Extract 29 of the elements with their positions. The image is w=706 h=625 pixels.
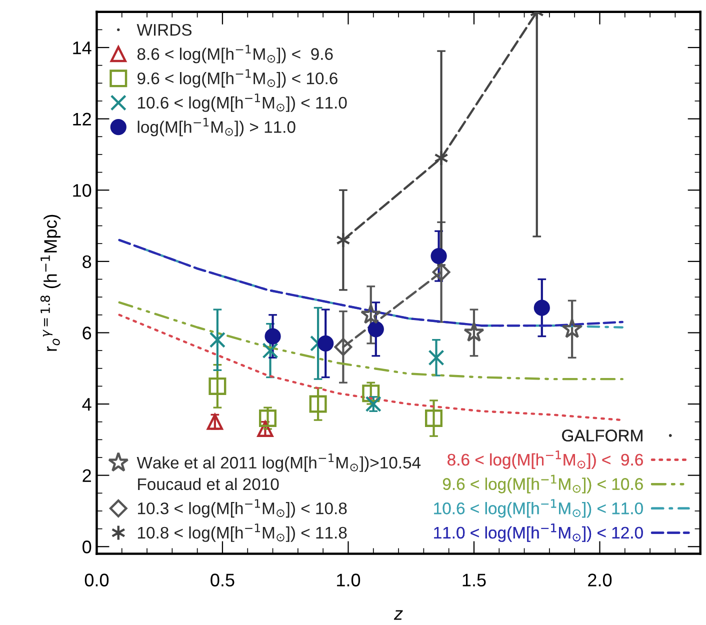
- y-tick-label: 10: [73, 184, 92, 197]
- y-tick-label: 0: [82, 540, 92, 554]
- legend-label: Wake et al 2011 log(M[h$^{−1}$M$_{⊙}$])>10.54: [136, 454, 421, 472]
- text: 9.6 < log(M[h$^{−1}$M$_{⊙}$]) < 10.6: [442, 474, 643, 494]
- legend-label: 9.6 < log(M[h$^{−1}$M$_{⊙}$]) < 10.6: [138, 69, 338, 88]
- legend-label: 10.6 < log(M[h$^{−1}$M$_{⊙}$]) < 11.0: [138, 94, 347, 112]
- y-tick-label: 6: [82, 326, 92, 340]
- x-tick-label: 1.5: [462, 574, 486, 586]
- x-tick-label: 0.0: [84, 574, 109, 586]
- annotation: Foucaud et al 2010: [138, 478, 279, 490]
- text: 8.6 < log(M[h$^{−1}$M$_{⊙}$]) < 9.6: [448, 450, 643, 469]
- legend-label: 8.6 < log(M[h$^{−1}$M$_{⊙}$]) < 9.6: [137, 44, 333, 64]
- y-tick-label: 14: [73, 42, 92, 54]
- y-axis-title: r$_{o}$$^{γ=1.8}$ (h$^{−1}$Mpc): [40, 214, 60, 351]
- annotation: WIRDS: [136, 24, 192, 36]
- y-tick-label: 8: [82, 255, 92, 268]
- x-axis-title: z: [394, 610, 403, 620]
- y-tick-label: 2: [82, 469, 91, 482]
- x-tick-label: 2.0: [588, 574, 612, 586]
- legend-label: log(M[h$^{−1}$M$_{⊙}$]) > 11.0: [138, 118, 296, 136]
- annotation: GALFORM: [562, 430, 642, 442]
- legend-label: 10.3 < log(M[h$^{−1}$M$_{⊙}$]) < 10.8: [138, 499, 347, 518]
- legend-label: 10.8 < log(M[h$^{−1}$M$_{⊙}$]) < 11.8: [138, 524, 347, 542]
- y-tick-label: 12: [73, 112, 91, 126]
- x-tick-label: 1.0: [337, 574, 360, 586]
- y-tick-label: 4: [82, 398, 92, 411]
- text: 11.0 < log(M[h$^{−1}$M$_{⊙}$]) < 12.0: [434, 524, 643, 542]
- text: 10.6 < log(M[h$^{−1}$M$_{⊙}$]) < 11.0: [434, 499, 643, 518]
- x-tick-label: 0.5: [210, 574, 234, 586]
